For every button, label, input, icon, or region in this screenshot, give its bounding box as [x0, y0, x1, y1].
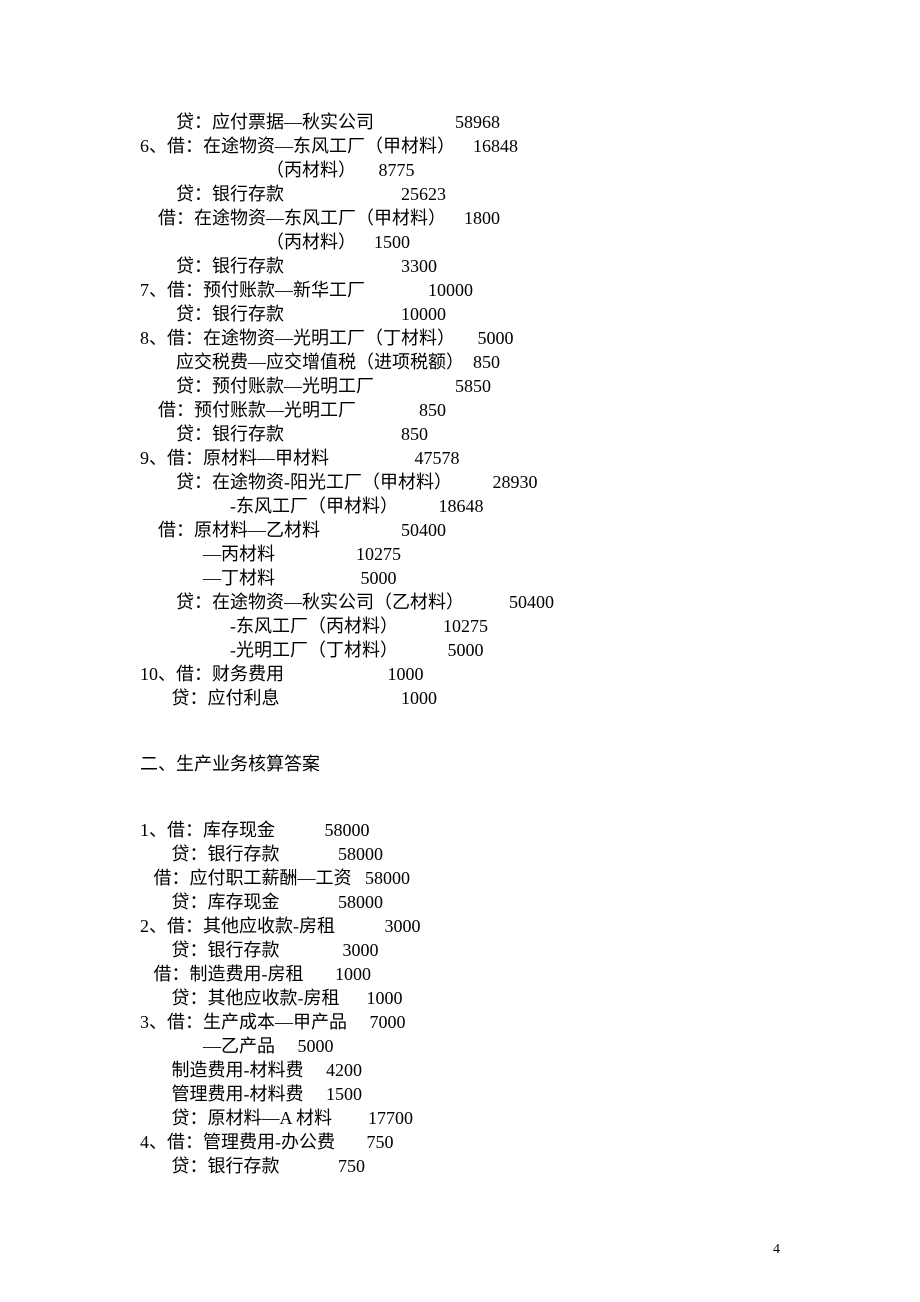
entry-line: 借：在途物资—东风工厂（甲材料） 1800 — [140, 206, 780, 230]
entry-line: 贷：银行存款 58000 — [140, 842, 780, 866]
line-text: —丙材料 10275 — [140, 542, 401, 566]
line-text: 借：制造费用-房租 1000 — [140, 962, 371, 986]
line-text: 贷：银行存款 58000 — [140, 842, 383, 866]
page-number: 4 — [773, 1238, 780, 1262]
line-text: 贷：原材料—A 材料 17700 — [140, 1106, 413, 1130]
line-text: 借：应付职工薪酬—工资 58000 — [140, 866, 410, 890]
entry-line: 3、借：生产成本—甲产品 7000 — [140, 1010, 780, 1034]
entry-line: —丁材料 5000 — [140, 566, 780, 590]
line-text: —乙产品 5000 — [140, 1034, 334, 1058]
entry-line: 贷：其他应收款-房租 1000 — [140, 986, 780, 1010]
line-text: 贷：银行存款 25623 — [140, 182, 446, 206]
line-text: 借：在途物资—东风工厂（甲材料） 1800 — [140, 206, 500, 230]
line-text: 3、借：生产成本—甲产品 7000 — [140, 1010, 406, 1034]
line-text: 贷：应付利息 1000 — [140, 686, 437, 710]
entry-line: -东风工厂（甲材料） 18648 — [140, 494, 780, 518]
entry-line: 管理费用-材料费 1500 — [140, 1082, 780, 1106]
line-text: 借：预付账款—光明工厂 850 — [140, 398, 446, 422]
entry-line: 应交税费—应交增值税（进项税额） 850 — [140, 350, 780, 374]
document-content: 贷：应付票据—秋实公司 58968 6、借：在途物资—东风工厂（甲材料） 168… — [140, 110, 780, 1178]
entry-line: 贷：银行存款 750 — [140, 1154, 780, 1178]
entry-line: —乙产品 5000 — [140, 1034, 780, 1058]
entry-line: 贷：库存现金 58000 — [140, 890, 780, 914]
entry-line: 6、借：在途物资—东风工厂（甲材料） 16848 — [140, 134, 780, 158]
section-title: 二、生产业务核算答案 — [140, 752, 780, 776]
line-text: 贷：银行存款 750 — [140, 1154, 365, 1178]
line-text: 贷：银行存款 850 — [140, 422, 428, 446]
entry-line: 贷：银行存款 25623 — [140, 182, 780, 206]
entry-line: 7、借：预付账款—新华工厂 10000 — [140, 278, 780, 302]
line-text: 2、借：其他应收款-房租 3000 — [140, 914, 421, 938]
entry-line: -东风工厂（丙材料） 10275 — [140, 614, 780, 638]
line-text: 8、借：在途物资—光明工厂（丁材料） 5000 — [140, 326, 514, 350]
line-text: 4、借：管理费用-办公费 750 — [140, 1130, 394, 1154]
line-text: 贷：银行存款 10000 — [140, 302, 446, 326]
line-text: （丙材料） 1500 — [140, 230, 410, 254]
entry-line: 10、借：财务费用 1000 — [140, 662, 780, 686]
line-text: 贷：在途物资—秋实公司（乙材料） 50400 — [140, 590, 554, 614]
entry-line: 借：原材料—乙材料 50400 — [140, 518, 780, 542]
entry-line: 贷：银行存款 850 — [140, 422, 780, 446]
entry-line: 贷：在途物资-阳光工厂（甲材料） 28930 — [140, 470, 780, 494]
line-text: 1、借：库存现金 58000 — [140, 818, 370, 842]
entry-line: 借：应付职工薪酬—工资 58000 — [140, 866, 780, 890]
entry-line: 贷：预付账款—光明工厂 5850 — [140, 374, 780, 398]
entry-line: 借：预付账款—光明工厂 850 — [140, 398, 780, 422]
line-text: 9、借：原材料—甲材料 47578 — [140, 446, 460, 470]
entry-line: 贷：银行存款 3300 — [140, 254, 780, 278]
line-text: 10、借：财务费用 1000 — [140, 662, 424, 686]
line-text: -东风工厂（丙材料） 10275 — [140, 614, 488, 638]
entry-line: 2、借：其他应收款-房租 3000 — [140, 914, 780, 938]
line-text: -东风工厂（甲材料） 18648 — [140, 494, 484, 518]
entry-line: -光明工厂（丁材料） 5000 — [140, 638, 780, 662]
entry-line: 贷：在途物资—秋实公司（乙材料） 50400 — [140, 590, 780, 614]
entry-line: 贷：银行存款 10000 — [140, 302, 780, 326]
line-text: 贷：银行存款 3000 — [140, 938, 379, 962]
line-text: 管理费用-材料费 1500 — [140, 1082, 362, 1106]
line-text: 贷：库存现金 58000 — [140, 890, 383, 914]
entry-line: 贷：应付票据—秋实公司 58968 — [140, 110, 780, 134]
line-text: 贷：在途物资-阳光工厂（甲材料） 28930 — [140, 470, 538, 494]
entry-line: —丙材料 10275 — [140, 542, 780, 566]
entry-line: 4、借：管理费用-办公费 750 — [140, 1130, 780, 1154]
line-text: 制造费用-材料费 4200 — [140, 1058, 362, 1082]
entry-line: 贷：银行存款 3000 — [140, 938, 780, 962]
entry-line: （丙材料） 1500 — [140, 230, 780, 254]
entry-line: 贷：应付利息 1000 — [140, 686, 780, 710]
line-text: 6、借：在途物资—东风工厂（甲材料） 16848 — [140, 134, 518, 158]
line-text: 贷：其他应收款-房租 1000 — [140, 986, 403, 1010]
entry-line: 8、借：在途物资—光明工厂（丁材料） 5000 — [140, 326, 780, 350]
entry-line: 借：制造费用-房租 1000 — [140, 962, 780, 986]
entry-line: （丙材料） 8775 — [140, 158, 780, 182]
line-text: 借：原材料—乙材料 50400 — [140, 518, 446, 542]
line-text: 贷：银行存款 3300 — [140, 254, 437, 278]
entry-line: 贷：原材料—A 材料 17700 — [140, 1106, 780, 1130]
line-text: 7、借：预付账款—新华工厂 10000 — [140, 278, 473, 302]
line-text: 贷：应付票据—秋实公司 58968 — [140, 110, 500, 134]
page-number-text: 4 — [773, 1242, 780, 1257]
line-text: -光明工厂（丁材料） 5000 — [140, 638, 484, 662]
entry-line: 9、借：原材料—甲材料 47578 — [140, 446, 780, 470]
entry-line: 1、借：库存现金 58000 — [140, 818, 780, 842]
line-text: 贷：预付账款—光明工厂 5850 — [140, 374, 491, 398]
line-text: 应交税费—应交增值税（进项税额） 850 — [140, 350, 500, 374]
section-title-text: 二、生产业务核算答案 — [140, 754, 320, 774]
line-text: —丁材料 5000 — [140, 566, 397, 590]
entry-line: 制造费用-材料费 4200 — [140, 1058, 780, 1082]
line-text: （丙材料） 8775 — [140, 158, 415, 182]
